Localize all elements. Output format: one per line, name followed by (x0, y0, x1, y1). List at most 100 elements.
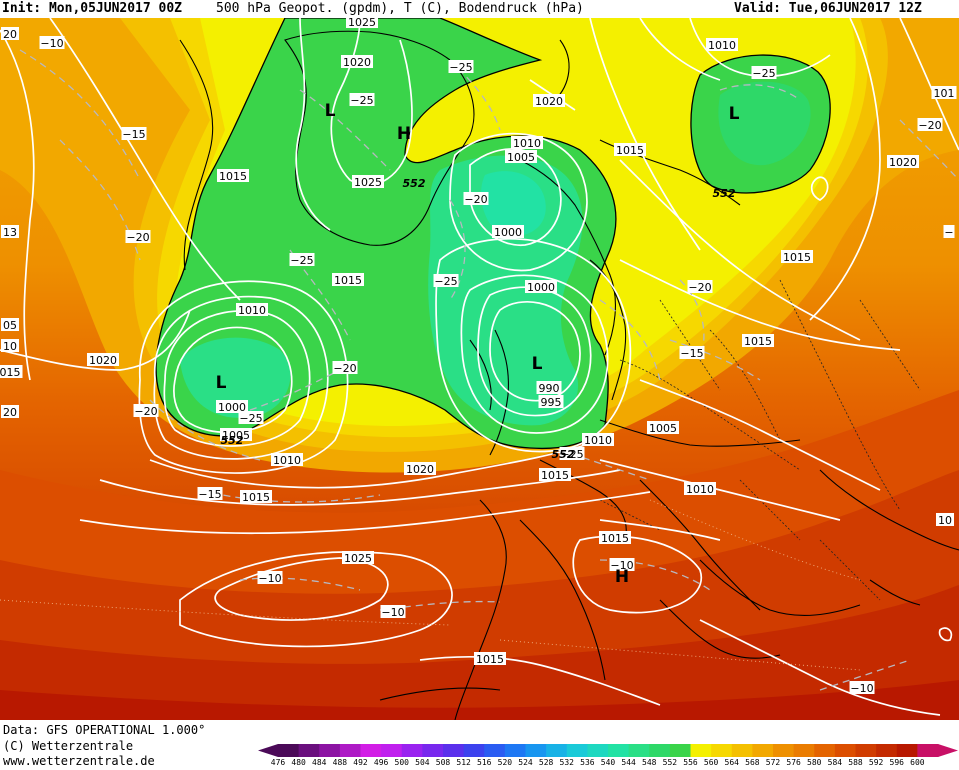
legend-value: 536 (580, 758, 595, 767)
svg-text:1005: 1005 (649, 422, 677, 435)
isobar-labels: 1025102010251020101010051000101510151010… (0, 18, 957, 666)
isobar-label: 1015 (539, 468, 571, 482)
temperature-label: −10 (380, 605, 406, 619)
legend-value: 544 (621, 758, 636, 767)
temperature-label: −20 (687, 280, 713, 294)
svg-text:1010: 1010 (513, 137, 541, 150)
isobar-label: 1015 (742, 334, 774, 348)
svg-text:−10: −10 (381, 606, 404, 619)
isobar-label: 1020 (87, 353, 119, 367)
temperature-label: −15 (197, 487, 223, 501)
website-link[interactable]: www.wetterzentrale.de (3, 754, 155, 768)
legend-arrow-high (938, 744, 958, 757)
svg-text:1010: 1010 (584, 434, 612, 447)
isobar-label: 1000 (216, 400, 248, 414)
svg-text:05: 05 (3, 319, 17, 332)
isobar-label: 10 (936, 513, 954, 527)
svg-text:−25: −25 (434, 275, 457, 288)
legend-swatch (566, 744, 588, 757)
svg-text:−25: −25 (239, 412, 262, 425)
temperature-label: −15 (679, 346, 705, 360)
legend-value: 592 (868, 758, 884, 767)
temperature-label: 13 (1, 225, 19, 239)
legend-swatch (855, 744, 877, 757)
legend-value: 520 (497, 758, 513, 767)
legend-value: 576 (786, 758, 801, 767)
geopotential-west-low-core (180, 337, 291, 418)
isobar-label: 1020 (533, 94, 565, 108)
isobar-label: 1005 (505, 150, 537, 164)
legend-swatch (752, 744, 774, 757)
temperature-label: −25 (289, 253, 315, 267)
isobar-label: 1000 (492, 225, 524, 239)
legend-value: 540 (600, 758, 616, 767)
legend-value: 508 (435, 758, 451, 767)
legend-swatch (401, 744, 423, 757)
legend-swatch (360, 744, 382, 757)
svg-text:1020: 1020 (406, 463, 434, 476)
svg-text:1005: 1005 (222, 429, 250, 442)
svg-text:−15: −15 (680, 347, 703, 360)
low-pressure-centre: L (729, 104, 740, 124)
copyright: (C) Wetterzentrale (3, 739, 134, 753)
legend-value: 480 (291, 758, 306, 767)
legend-swatch (422, 744, 444, 757)
geopotential-band-596 (0, 680, 959, 720)
isobar-label: 1005 (220, 428, 252, 442)
svg-text:−25: −25 (350, 94, 373, 107)
legend-swatch (690, 744, 712, 757)
svg-text:1015: 1015 (219, 170, 247, 183)
temperature-label: −20 (125, 230, 151, 244)
legend-value: 528 (538, 758, 554, 767)
svg-text:−20: −20 (464, 193, 487, 206)
low-pressure-centre: L (325, 101, 336, 121)
init-time: Init: Mon,05JUN2017 00Z (2, 1, 183, 16)
svg-text:−10: −10 (258, 572, 281, 585)
temperature-label: −10 (257, 571, 283, 585)
svg-text:−15: −15 (122, 128, 145, 141)
svg-text:1005: 1005 (507, 151, 535, 164)
isobar-label: 1010 (271, 453, 303, 467)
isobar-label: 20 (1, 27, 19, 41)
isobar-label: 1010 (236, 303, 268, 317)
legend-value: 524 (518, 758, 533, 767)
svg-text:−20: −20 (134, 405, 157, 418)
legend-value: 560 (703, 758, 719, 767)
legend-swatch (834, 744, 856, 757)
legend-swatch (339, 744, 361, 757)
temperature-label: −15 (121, 127, 147, 141)
svg-text:1015: 1015 (744, 335, 772, 348)
svg-text:1020: 1020 (343, 56, 371, 69)
high-pressure-centre: H (615, 567, 629, 587)
legend-value: 584 (827, 758, 843, 767)
temperature-label: −20 (133, 404, 159, 418)
temperature-label: −10 (39, 36, 65, 50)
temperature-labels: −10−15−20−25−25−25−25−20−25−20−20−15−20−… (1, 36, 955, 695)
temperature-label: −25 (448, 60, 474, 74)
legend-labels: 476 480 484 488 492 496 500 504 508 512 516 520 524 5… (258, 758, 958, 770)
legend-value: 532 (559, 758, 574, 767)
svg-text:1025: 1025 (344, 552, 372, 565)
isobar-label: 1015 (332, 273, 364, 287)
geopotential-band-592 (0, 585, 959, 720)
geopotential-trough-innercore (481, 171, 546, 236)
svg-text:−10: −10 (850, 682, 873, 695)
legend-value: 596 (889, 758, 904, 767)
svg-text:−15: −15 (198, 488, 221, 501)
legend-value: 500 (394, 758, 409, 767)
svg-text:10: 10 (938, 514, 952, 527)
legend-swatch (649, 744, 671, 757)
legend-swatch (628, 744, 650, 757)
legend-value: 548 (642, 758, 657, 767)
temperature-label: −25 (349, 93, 375, 107)
chart-title: 500 hPa Geopot. (gpdm), T (C), Bodendruc… (216, 1, 584, 16)
chart-header: Init: Mon,05JUN2017 00Z 500 hPa Geopot. … (0, 0, 959, 18)
legend-value: 512 (456, 758, 471, 767)
svg-text:−20: −20 (126, 231, 149, 244)
svg-text:1000: 1000 (218, 401, 246, 414)
legend-value: 488 (332, 758, 348, 767)
color-legend (258, 744, 958, 757)
geopotential-labels: 552 552 552 552 (221, 177, 736, 461)
svg-text:13: 13 (3, 226, 17, 239)
svg-text:990: 990 (539, 382, 560, 395)
